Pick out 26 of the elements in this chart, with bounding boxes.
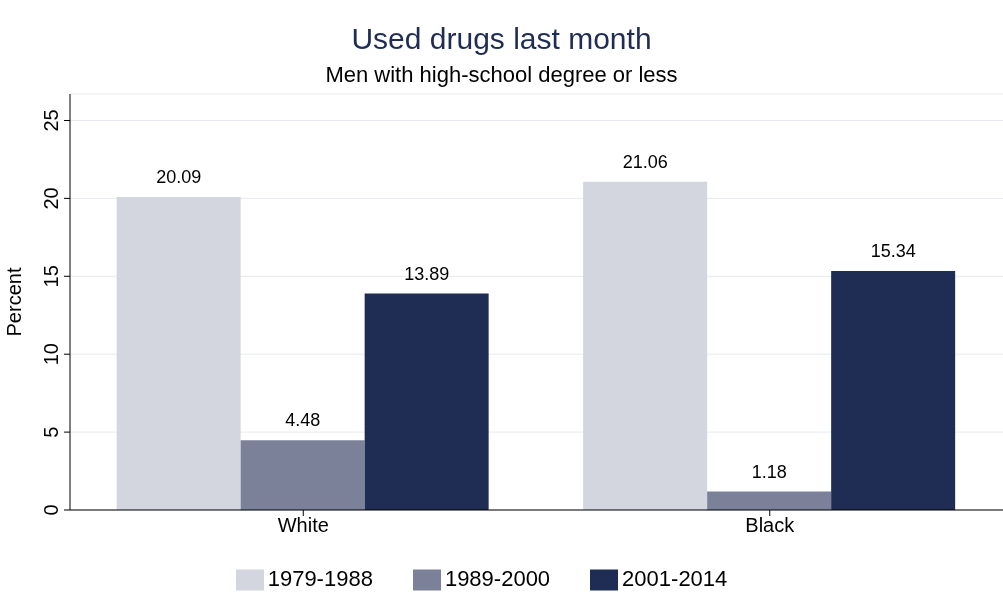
y-tick-label: 20 bbox=[40, 187, 62, 210]
x-tick-label: Black bbox=[745, 514, 796, 537]
data-label: 21.06 bbox=[622, 151, 668, 172]
data-label: 20.09 bbox=[156, 166, 202, 187]
chart-subtitle: Men with high-school degree or less bbox=[324, 62, 679, 88]
y-tick-label: 25 bbox=[40, 109, 62, 132]
data-label: 13.89 bbox=[404, 263, 450, 284]
legend-label: 2001-2014 bbox=[622, 566, 728, 591]
legend-label: 1979-1988 bbox=[267, 566, 373, 591]
y-axis-title: Percent bbox=[3, 267, 26, 337]
bar bbox=[831, 270, 956, 510]
bar bbox=[583, 181, 708, 510]
legend-label: 1989-2000 bbox=[444, 566, 551, 591]
data-label: 1.18 bbox=[751, 461, 787, 482]
bar bbox=[116, 196, 241, 510]
bar bbox=[240, 440, 365, 510]
y-tick-label: 5 bbox=[40, 426, 62, 438]
y-tick-label: 0 bbox=[40, 504, 62, 516]
bar bbox=[364, 293, 489, 510]
chart-title: Used drugs last month bbox=[350, 22, 653, 56]
y-tick-label: 10 bbox=[40, 343, 62, 366]
data-label: 4.48 bbox=[285, 410, 321, 431]
bar bbox=[707, 491, 832, 510]
y-tick-label: 15 bbox=[40, 265, 62, 288]
x-tick-label: White bbox=[277, 514, 329, 537]
data-label: 15.34 bbox=[870, 240, 916, 261]
